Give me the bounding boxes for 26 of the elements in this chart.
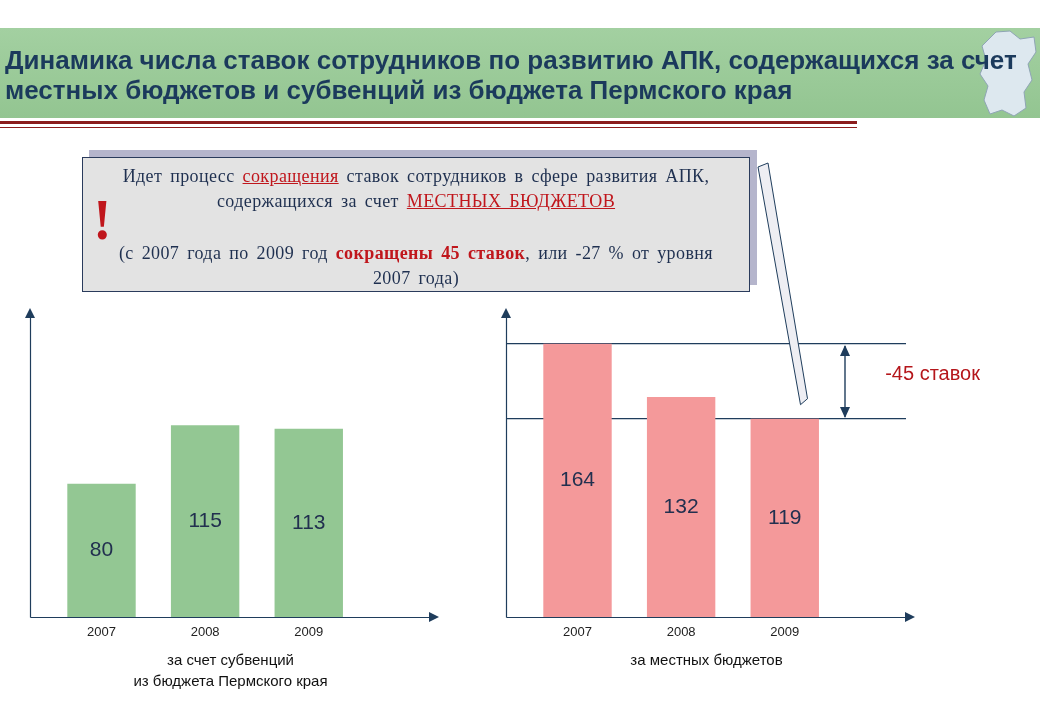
data-label: 119 [768,504,802,528]
text: Динамика числа ставок сотрудников по развитию АПК, содержащихся за счет местных бюджетов и субвенций из бюджета Пермского края [5,45,1018,105]
text: сокращения [242,165,339,188]
text: ! [93,189,113,251]
annotation: -45 ставок [885,362,980,386]
text: ставок сотрудников в сфере развития АПК, [346,165,710,188]
x-tick-label: 2007 [87,623,116,639]
x-tick-label: 2009 [770,623,800,639]
data-label: 80 [89,537,114,561]
text: 2007 года) [372,267,460,290]
data-label: 164 [559,467,596,491]
x-tick-label: 2007 [563,623,592,639]
text: сокращены 45 ставок [335,242,526,265]
text: , или -27 % от уровня [525,242,714,265]
data-label: 132 [663,494,699,517]
x-axis-title: за местных бюджетов [630,650,783,668]
x-axis-title: за счет субвенций из бюджета Пермского края [133,650,328,689]
x-tick-label: 2008 [190,623,220,639]
data-label: 113 [292,509,326,533]
text: содержащихся за счет [216,190,399,213]
x-tick-label: 2009 [294,623,324,639]
text: (с 2007 года по 2009 год [118,242,328,265]
text: МЕСТНЫХ БЮДЖЕТОВ [406,190,616,213]
x-tick-label: 2008 [666,623,696,639]
data-label: 115 [188,508,222,532]
text: Идет процесс [122,165,235,188]
